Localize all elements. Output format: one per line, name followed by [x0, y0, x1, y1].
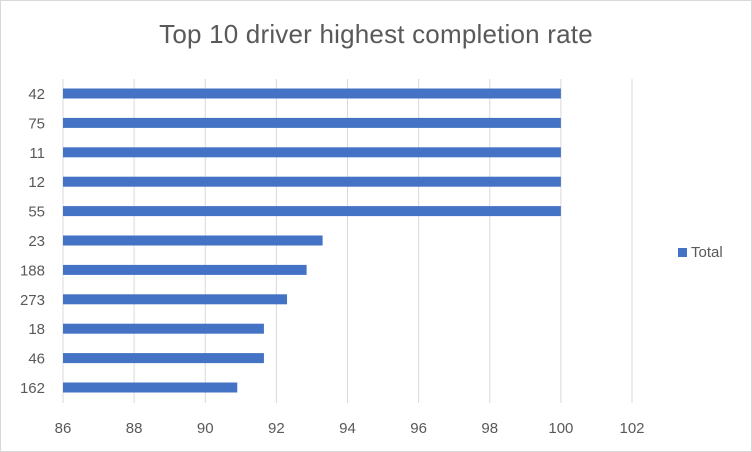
x-tick-label: 98 [481, 420, 498, 437]
legend-label: Total [691, 244, 723, 261]
chart-title: Top 10 driver highest completion rate [159, 19, 593, 49]
x-tick-label: 96 [410, 420, 427, 437]
legend-swatch [678, 248, 687, 257]
category-labels: 42 75 11 12 55 23 188 273 18 46 162 [20, 86, 45, 397]
category-label: 42 [28, 86, 45, 103]
category-label: 46 [28, 351, 45, 368]
bar-23 [63, 235, 323, 246]
category-label: 23 [28, 233, 45, 250]
category-label: 188 [20, 262, 45, 279]
bar-12 [63, 176, 561, 187]
bars [63, 88, 561, 393]
category-label: 55 [28, 204, 45, 221]
category-label: 162 [20, 380, 45, 397]
bar-18 [63, 323, 264, 334]
x-tick-labels: 86 88 90 92 94 96 98 100 102 [55, 420, 645, 437]
x-tick-label: 100 [548, 420, 573, 437]
bar-46 [63, 353, 264, 364]
category-label: 11 [29, 145, 45, 162]
x-tick-label: 86 [55, 420, 72, 437]
x-tick-label: 90 [197, 420, 214, 437]
x-tick-label: 102 [619, 420, 644, 437]
bar-273 [63, 294, 288, 305]
category-label: 12 [28, 174, 45, 191]
bar-42 [63, 88, 561, 99]
legend: Total [678, 244, 723, 261]
x-tick-label: 88 [126, 420, 143, 437]
bar-55 [63, 206, 561, 217]
category-label: 273 [20, 292, 45, 309]
category-label: 18 [28, 321, 45, 338]
bar-188 [63, 264, 307, 275]
x-tick-label: 94 [339, 420, 356, 437]
bar-162 [63, 382, 238, 393]
category-label: 75 [28, 115, 45, 132]
x-tick-label: 92 [268, 420, 285, 437]
bar-75 [63, 117, 561, 128]
bar-11 [63, 147, 561, 158]
